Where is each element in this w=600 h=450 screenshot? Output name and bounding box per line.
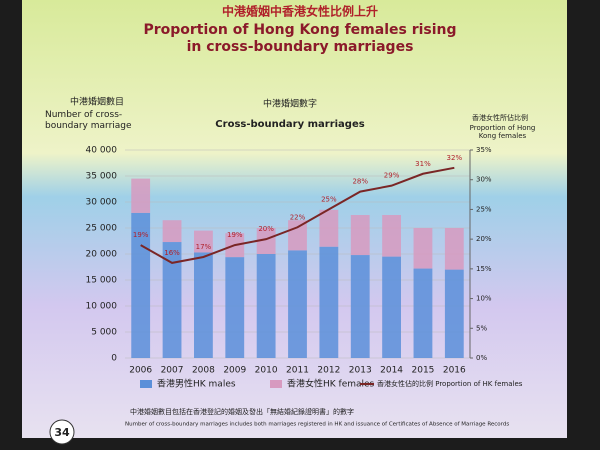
bar-segment (413, 228, 433, 269)
page-number: 34 (54, 426, 70, 439)
bar-segment (382, 215, 401, 257)
legend-label: 香港女性佔的比例 Proportion of HK females (377, 379, 523, 388)
title-zh: 中港婚姻中香港女性比例上升 (222, 4, 378, 19)
slide (22, 0, 567, 438)
y2-tick-label: 5% (476, 324, 487, 332)
bar-segment (225, 257, 245, 358)
y2-tick-label: 30% (476, 176, 492, 184)
bar-segment (131, 178, 151, 213)
footnote: Number of cross-boundary marriages inclu… (125, 422, 509, 428)
bar-segment (288, 220, 307, 251)
subtitle-zh: 中港婚姻數字 (263, 98, 317, 110)
y-tick-label: 20 000 (86, 250, 118, 260)
data-label: 25% (321, 195, 337, 203)
y-tick-label: 5 000 (91, 328, 117, 338)
legend-swatch (140, 380, 152, 388)
line (140, 166, 455, 264)
y-tick-label: 40 000 (86, 146, 118, 156)
bar-segment (194, 230, 213, 253)
footnote-zh: 中港婚姻數目包括在香港登記的婚姻及發出「無結婚紀錄證明書」的數字 (130, 407, 354, 416)
bar-segment (350, 215, 370, 256)
data-label: 17% (196, 243, 212, 251)
title-box: Proportion of Hong Kong females rising i… (143, 22, 457, 55)
y2-label-box: Proportion of Hong Kong females (469, 124, 536, 140)
x-tick-label: 2013 (349, 366, 372, 376)
bar-segment (319, 246, 339, 358)
y-axis-label: Number of cross-boundary marriage (45, 110, 132, 131)
y-tick-label: 35 000 (86, 172, 118, 182)
bar-segment (319, 209, 339, 247)
y-tick-label: 15 000 (86, 276, 118, 286)
x-tick-label: 2012 (317, 366, 340, 376)
y2-tick-label: 35% (476, 146, 492, 154)
data-label: 22% (290, 213, 306, 221)
x-tick-label: 2015 (412, 366, 435, 376)
legend-swatch (270, 380, 282, 388)
data-label: 20% (258, 225, 274, 233)
y-tick-label: 30 000 (86, 198, 118, 208)
y-label-box: Number of cross-boundary marriage (45, 110, 132, 131)
y2-tick-label: 15% (476, 265, 492, 273)
page-badge (49, 419, 75, 445)
legend-label: 香港男性HK males (157, 378, 236, 390)
subtitle: Cross-boundary marriages (215, 119, 364, 130)
data-label: 19% (227, 231, 243, 239)
data-label: 31% (415, 160, 431, 168)
chart-title: Proportion of Hong Kong females rising i… (143, 22, 457, 55)
legend-label: 香港女性HK females (287, 378, 375, 390)
x-tick-label: 2014 (380, 366, 403, 376)
x-tick-label: 2010 (255, 366, 278, 376)
bar-segment (194, 252, 213, 358)
data-label: 19% (133, 231, 149, 239)
bar-segment (162, 220, 182, 243)
x-tick-label: 2016 (443, 366, 466, 376)
y2-label-zh: 香港女性所佔比例 (472, 113, 528, 122)
y2-tick-label: 20% (476, 235, 492, 243)
x-tick-label: 2008 (192, 366, 215, 376)
y2-tick-label: 0% (476, 354, 487, 362)
bar-segment (256, 228, 276, 254)
x-tick-label: 2006 (129, 366, 152, 376)
x-tick-label: 2009 (223, 366, 246, 376)
bar-segment (350, 255, 370, 358)
bar-segment (413, 268, 433, 358)
bar-segment (256, 254, 276, 358)
y-label-zh: 中港婚姻數目 (70, 96, 124, 108)
x-tick-label: 2007 (161, 366, 184, 376)
bar-segment (162, 242, 182, 358)
y2-axis-label: Proportion of Hong Kong females (469, 124, 536, 140)
data-label: 16% (164, 249, 180, 257)
y-tick-label: 10 000 (86, 302, 118, 312)
data-label: 28% (352, 178, 368, 186)
bar-segment (444, 228, 464, 270)
x-tick-label: 2011 (286, 366, 309, 376)
bar-segment (382, 256, 401, 358)
y2-tick-label: 10% (476, 295, 492, 303)
bar-segment (131, 212, 151, 358)
bar-segment (288, 250, 307, 358)
data-label: 29% (384, 172, 400, 180)
bar-segment (444, 269, 464, 358)
y-tick-label: 25 000 (86, 224, 118, 234)
data-label: 32% (447, 154, 463, 162)
y2-tick-label: 25% (476, 205, 492, 213)
y-tick-label: 0 (111, 354, 117, 364)
